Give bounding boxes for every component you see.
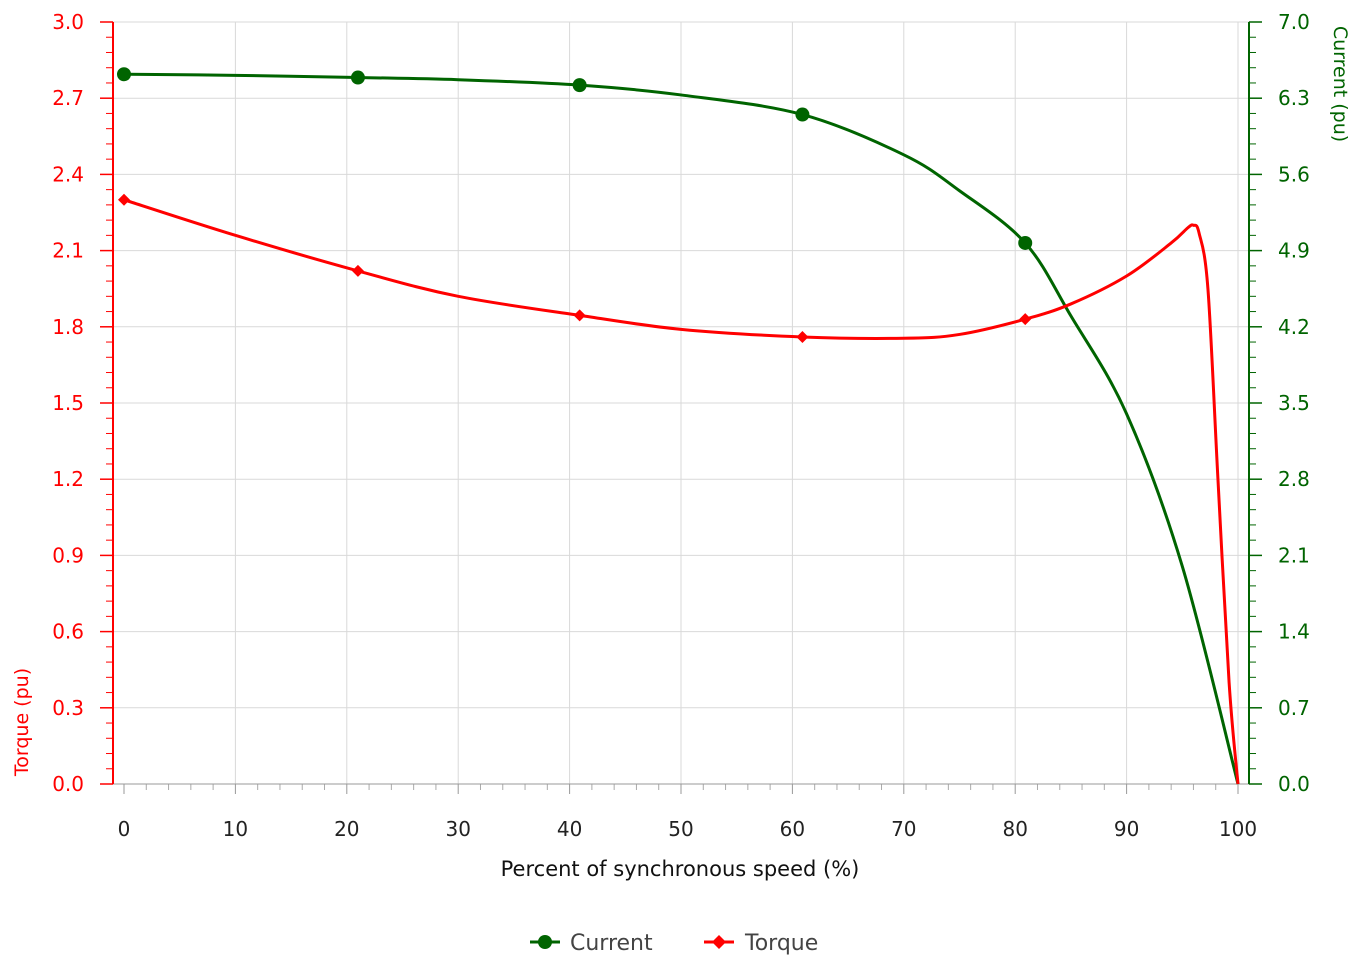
y-tick-label-torque: 2.7 [52,86,84,110]
x-tick-label: 30 [445,817,470,841]
x-tick-label: 20 [334,817,359,841]
labels: Percent of synchronous speed (%) Torque … [11,26,1351,881]
x-axis-title: Percent of synchronous speed (%) [501,857,860,881]
legend-torque-label: Torque [744,931,818,955]
y-tick-label-current: 0.7 [1278,696,1310,720]
x-tick-label: 100 [1219,817,1257,841]
y-tick-label-torque: 2.4 [52,162,84,186]
x-tick-label: 50 [668,817,693,841]
y-tick-label-current: 2.1 [1278,543,1310,567]
y-tick-label-current: 7.0 [1278,10,1310,34]
data-point-current [795,107,810,122]
legend-current-label: Current [570,931,653,955]
y-tick-label-current: 3.5 [1278,391,1310,415]
legend-item-current[interactable]: Current [530,931,653,956]
y-tick-label-torque: 1.5 [52,391,84,415]
y-tick-label-current: 0.0 [1278,772,1310,796]
y-tick-label-torque: 1.2 [52,467,84,491]
y-tick-label-torque: 0.6 [52,620,84,644]
y-tick-label-current: 4.2 [1278,315,1310,339]
y-axis-title-torque: Torque (pu) [11,668,33,777]
y-tick-label-current: 6.3 [1278,86,1310,110]
y-tick-label-torque: 1.8 [52,315,84,339]
axes: 0 10 20 30 40 50 60 70 80 90 100 0.0 0.0 0.3 0.7 0.6 1.4… [52,10,1310,841]
legend-current-marker [538,935,552,949]
series-line-current [123,72,1240,785]
y-tick-label-current: 4.9 [1278,239,1310,263]
x-tick-label: 0 [118,817,131,841]
grid [113,21,1249,784]
x-tick-label: 70 [891,817,916,841]
y-tick-label-current: 1.4 [1278,620,1310,644]
series [117,67,1240,785]
data-point-current [117,67,131,82]
y-tick-label-current: 5.6 [1278,162,1310,186]
y-tick-label-torque: 0.9 [52,543,84,567]
data-point-torque [1019,313,1032,326]
data-point-current [1018,235,1033,250]
y-tick-label-torque: 2.1 [52,239,84,263]
y-tick-label-torque: 0.0 [52,772,84,796]
y-tick-label-current: 2.8 [1278,467,1310,491]
x-tick-label: 90 [1114,817,1139,841]
data-point-torque [796,330,809,343]
data-point-torque [351,264,364,277]
x-tick-label: 10 [223,817,248,841]
x-tick-label: 80 [1002,817,1027,841]
legend: Current Torque [530,931,818,956]
x-tick-label: 40 [557,817,582,841]
y-tick-label-torque: 3.0 [52,10,84,34]
y-axis-title-current: Current (pu) [1329,26,1351,142]
y-tick-label-torque: 0.3 [52,696,84,720]
data-point-current [350,70,365,85]
x-tick-label: 60 [780,817,805,841]
data-point-current [572,78,587,93]
legend-item-torque[interactable]: Torque [704,931,818,956]
legend-torque-marker [712,935,726,949]
data-point-torque [118,193,130,206]
data-point-torque [573,309,586,322]
